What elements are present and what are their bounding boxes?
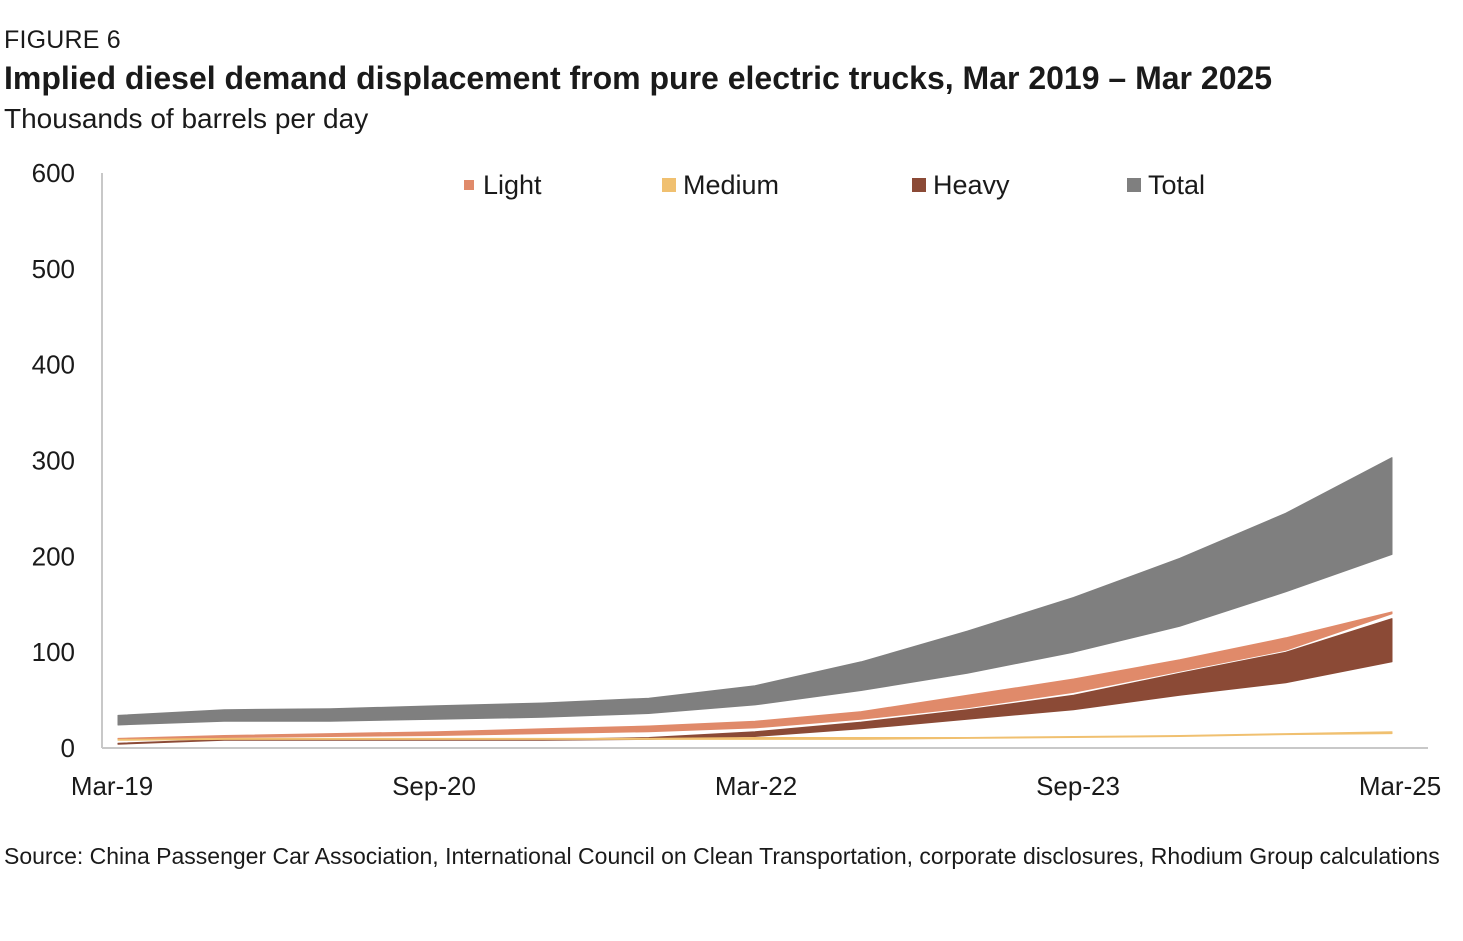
legend-swatch — [464, 180, 474, 190]
y-tick-label: 100 — [32, 637, 75, 667]
y-tick-label: 600 — [32, 158, 75, 188]
chart-title: Implied diesel demand displacement from … — [4, 60, 1273, 96]
legend-label: Light — [483, 170, 542, 200]
legend-item-heavy: Heavy — [912, 170, 1010, 200]
y-tick-label: 500 — [32, 254, 75, 284]
figure-label: FIGURE 6 — [4, 26, 121, 54]
series-area-medium — [117, 731, 1393, 741]
legend-item-light: Light — [464, 170, 542, 200]
series-areas — [117, 457, 1393, 745]
legend-swatch — [662, 178, 676, 192]
chart-subtitle: Thousands of barrels per day — [4, 103, 369, 134]
x-tick-label: Sep-20 — [392, 771, 476, 801]
x-tick-label: Mar-22 — [715, 771, 797, 801]
y-tick-label: 400 — [32, 350, 75, 380]
x-axis: Mar-19 Sep-20 Mar-22 Sep-23 Mar-25 — [71, 747, 1441, 801]
x-tick-label: Mar-25 — [1359, 771, 1441, 801]
legend-swatch — [1127, 178, 1141, 192]
legend: Light Medium Heavy Total — [464, 170, 1205, 200]
legend-item-medium: Medium — [662, 170, 779, 200]
legend-swatch — [912, 178, 926, 192]
legend-item-total: Total — [1127, 170, 1205, 200]
y-tick-label: 300 — [32, 446, 75, 476]
series-area-light — [117, 611, 1393, 740]
y-tick-label: 200 — [32, 541, 75, 571]
legend-label: Heavy — [933, 170, 1010, 200]
y-axis: 0 100 200 300 400 500 600 — [32, 158, 103, 763]
x-tick-label: Sep-23 — [1036, 771, 1120, 801]
y-tick-label: 0 — [61, 733, 75, 763]
area-chart: 0 100 200 300 400 500 600 Mar-19 Sep-20 Mar-22 Se… — [32, 158, 1442, 801]
legend-label: Medium — [683, 170, 779, 200]
x-tick-label: Mar-19 — [71, 771, 153, 801]
source-note: Source: China Passenger Car Association,… — [4, 843, 1440, 869]
series-area-total — [117, 457, 1393, 726]
legend-label: Total — [1148, 170, 1205, 200]
